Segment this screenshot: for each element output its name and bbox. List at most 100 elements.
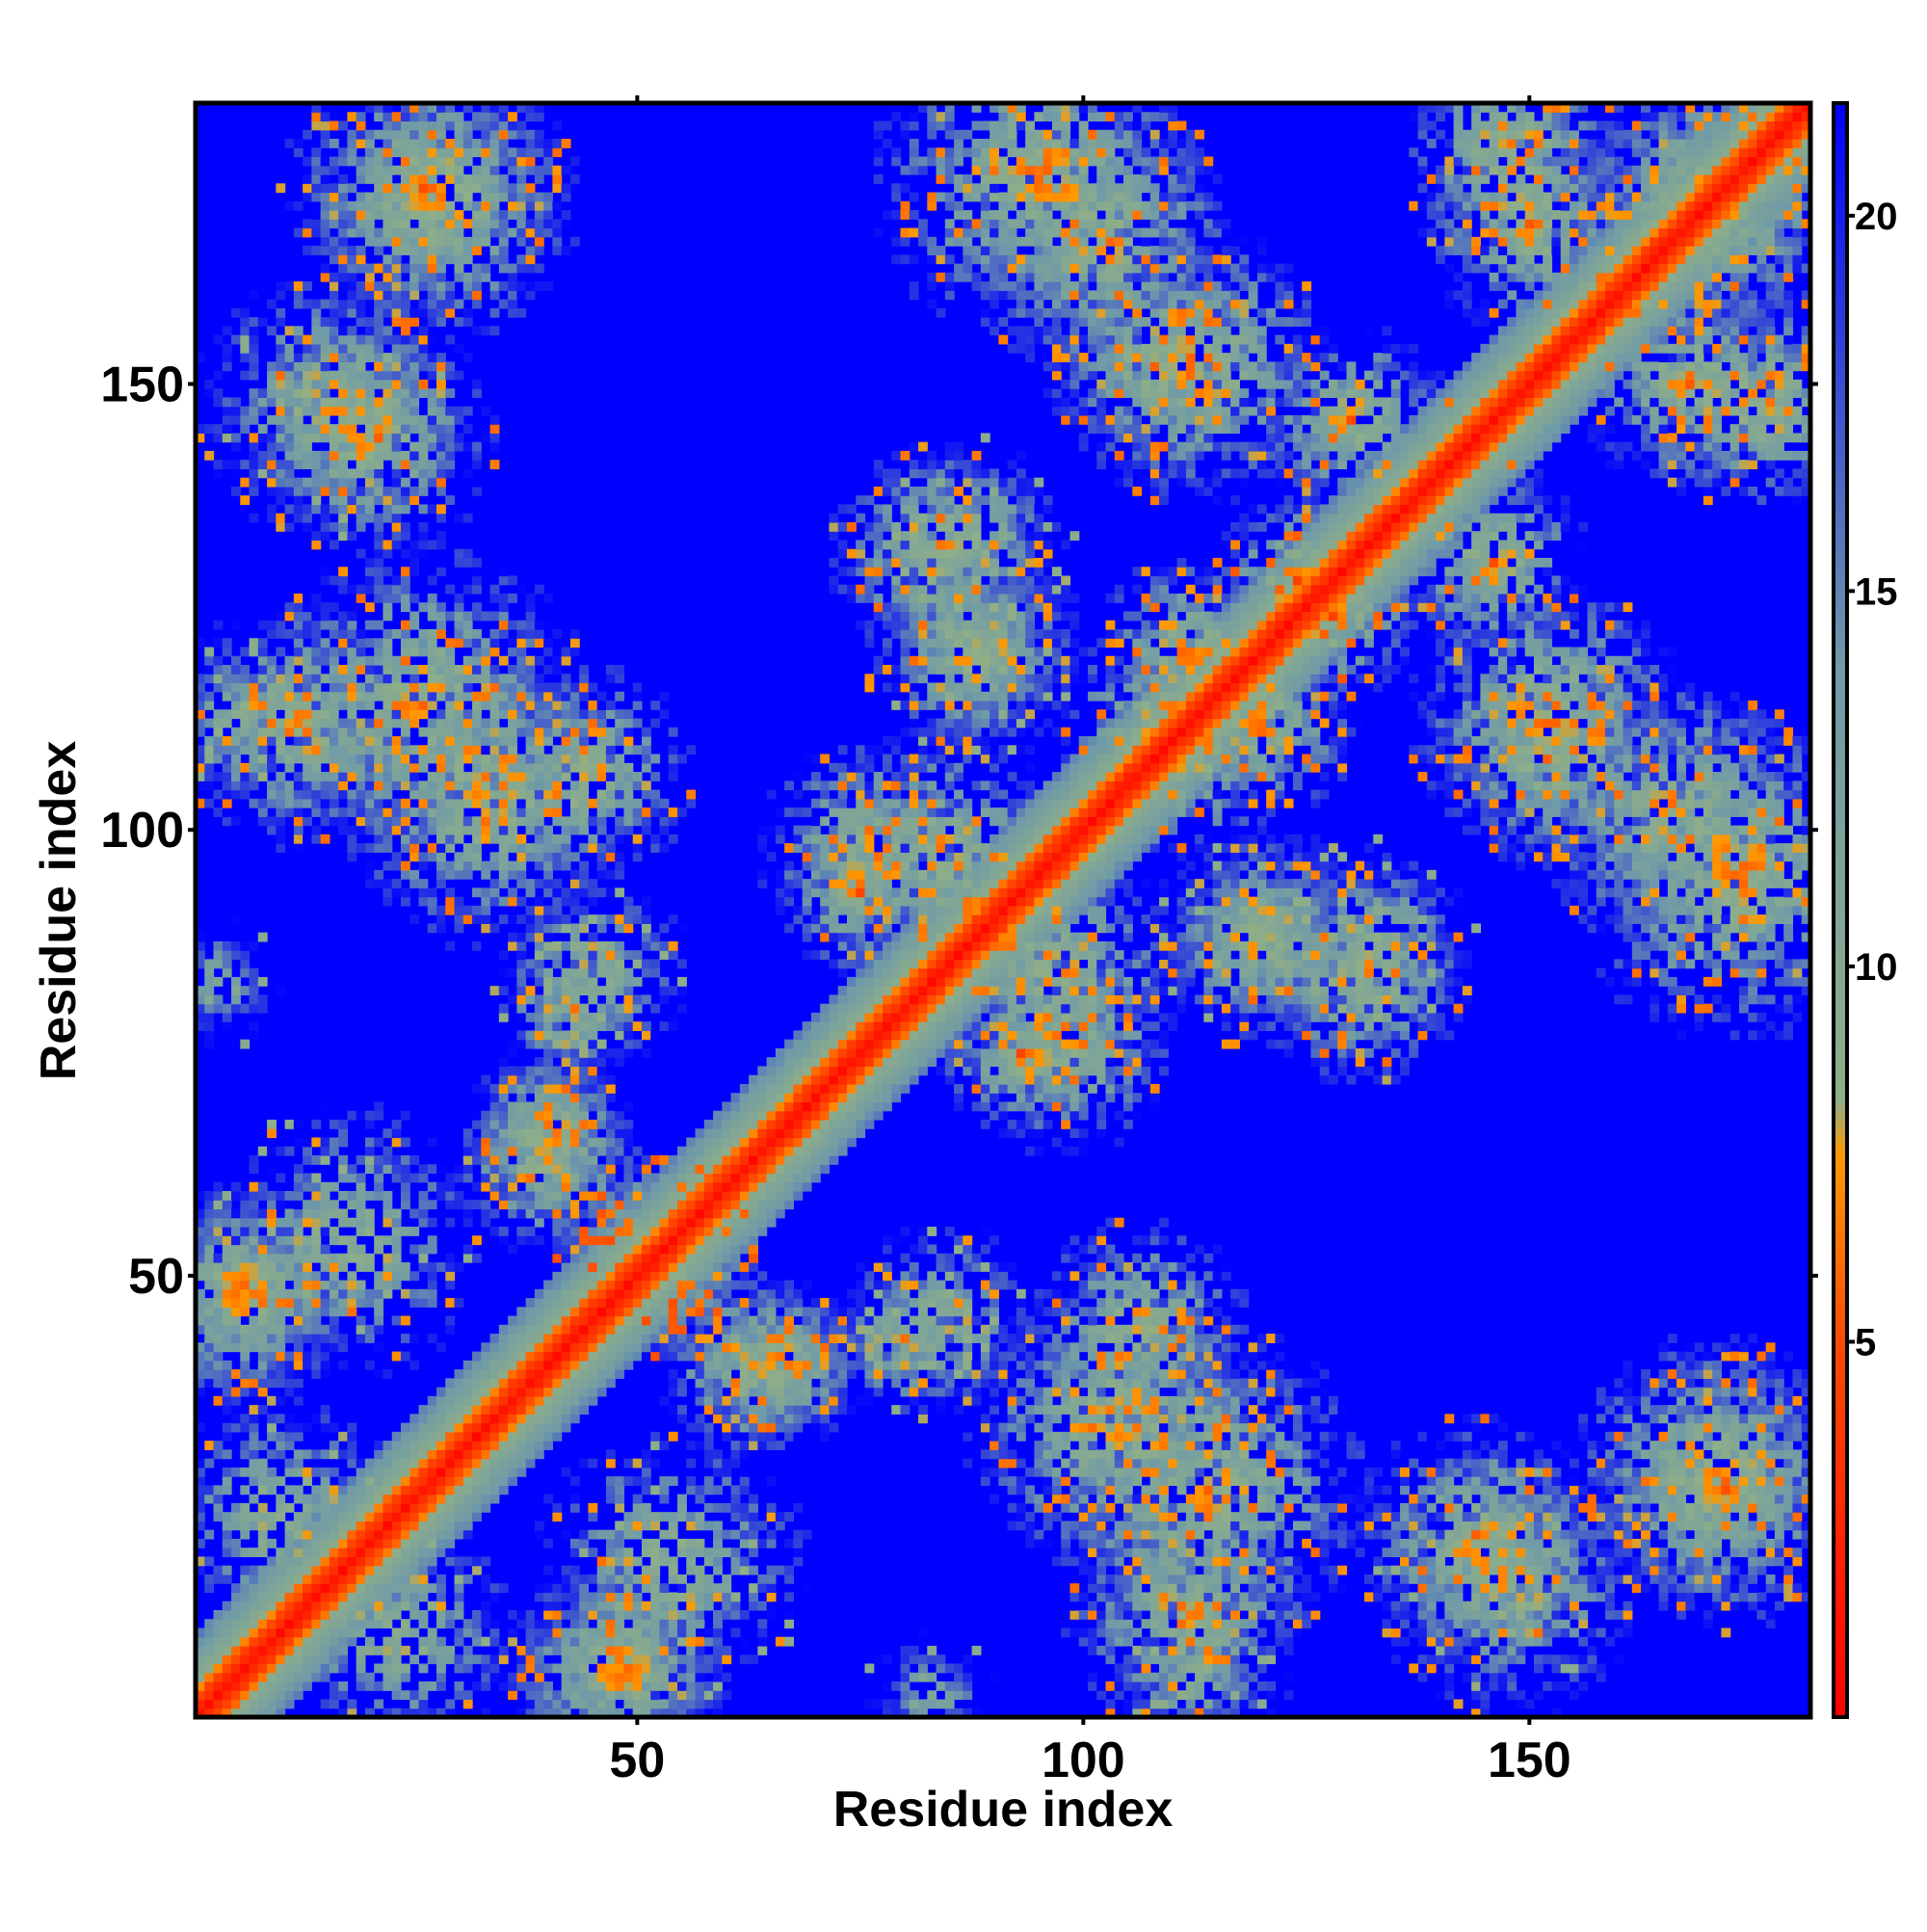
heatmap-cell — [364, 424, 375, 434]
heatmap-cell — [257, 1360, 268, 1370]
heatmap-cell — [508, 1690, 517, 1701]
heatmap-cell — [204, 1556, 215, 1567]
heatmap-cell — [552, 147, 563, 158]
heatmap-cell — [569, 1235, 580, 1246]
heatmap-cell — [588, 1217, 598, 1228]
heatmap-cell — [293, 1298, 304, 1308]
heatmap-cell — [561, 789, 571, 800]
heatmap-cell — [427, 647, 437, 657]
heatmap-cell — [383, 120, 393, 131]
heatmap-cell — [561, 1360, 571, 1370]
heatmap-cell — [427, 1548, 437, 1558]
heatmap-cell — [383, 147, 393, 158]
heatmap-cell — [418, 414, 429, 425]
heatmap-cell — [561, 1422, 571, 1433]
heatmap-cell — [356, 718, 366, 728]
heatmap-cell — [374, 1592, 384, 1602]
heatmap-cell — [400, 1288, 410, 1299]
heatmap-cell — [311, 1137, 322, 1148]
heatmap-cell — [445, 1173, 456, 1183]
heatmap-cell — [293, 397, 304, 408]
heatmap-cell — [240, 1601, 251, 1611]
heatmap-cell — [534, 1110, 544, 1121]
heatmap-cell — [222, 1628, 232, 1638]
heatmap-cell — [276, 1592, 286, 1602]
heatmap-cell — [472, 887, 482, 898]
heatmap-cell — [418, 281, 429, 291]
heatmap-cell — [632, 1663, 643, 1674]
heatmap-cell — [329, 165, 339, 175]
heatmap-cell — [418, 1449, 429, 1460]
heatmap-cell — [525, 701, 536, 710]
heatmap-cell — [454, 611, 464, 622]
heatmap-cell — [588, 950, 598, 960]
heatmap-cell — [418, 112, 429, 122]
heatmap-cell — [436, 477, 446, 488]
heatmap-cell — [374, 1512, 384, 1522]
heatmap-cell — [516, 647, 527, 657]
heatmap-cell — [472, 227, 482, 238]
heatmap-cell — [374, 1645, 384, 1655]
heatmap-cell — [436, 210, 446, 220]
heatmap-cell — [222, 736, 232, 746]
heatmap-cell — [267, 727, 277, 737]
heatmap-cell — [588, 1574, 598, 1584]
heatmap-cell — [615, 1494, 625, 1504]
heatmap-cell — [543, 1315, 553, 1326]
heatmap-cell — [213, 1502, 224, 1513]
heatmap-cell — [293, 1262, 304, 1272]
heatmap-cell — [498, 263, 509, 274]
heatmap-cell — [347, 1458, 357, 1469]
heatmap-cell — [641, 1663, 651, 1674]
heatmap-cell — [409, 540, 420, 550]
heatmap-cell — [615, 1227, 625, 1236]
heatmap-cell — [213, 1298, 224, 1308]
heatmap-cell — [204, 1690, 215, 1701]
heatmap-cell — [489, 1360, 500, 1370]
heatmap-cell — [231, 986, 241, 996]
heatmap-cell — [329, 317, 339, 327]
heatmap-cell — [293, 781, 304, 791]
heatmap-cell — [462, 317, 473, 327]
heatmap-cell — [569, 1200, 580, 1210]
heatmap-cell — [436, 1405, 446, 1415]
heatmap-cell — [347, 379, 357, 389]
heatmap-cell — [356, 139, 366, 148]
heatmap-cell — [213, 1681, 224, 1691]
heatmap-cell — [498, 1378, 509, 1389]
heatmap-cell — [284, 1253, 295, 1263]
heatmap-cell — [427, 611, 437, 622]
heatmap-cell — [374, 334, 384, 345]
heatmap-cell — [409, 210, 420, 220]
heatmap-cell — [364, 504, 375, 515]
heatmap-cell — [347, 272, 357, 282]
heatmap-cell — [543, 1414, 553, 1424]
heatmap-cell — [552, 816, 563, 827]
heatmap-cell — [320, 414, 330, 425]
heatmap-cell — [543, 1039, 553, 1049]
heatmap-cell — [605, 1137, 616, 1148]
heatmap-cell — [445, 1181, 456, 1192]
heatmap-cell — [240, 1003, 251, 1014]
heatmap-cell — [383, 174, 393, 184]
heatmap-cell — [374, 1244, 384, 1255]
heatmap-cell — [356, 388, 366, 398]
heatmap-cell — [615, 1565, 625, 1575]
heatmap-cell — [472, 1253, 482, 1263]
heatmap-cell — [445, 174, 456, 184]
heatmap-cell — [213, 1369, 224, 1379]
heatmap-cell — [267, 1146, 277, 1156]
heatmap-cell — [409, 1538, 420, 1548]
heatmap-cell — [320, 1369, 330, 1379]
heatmap-cell — [338, 1119, 349, 1129]
heatmap-cell — [329, 1681, 339, 1691]
heatmap-cell — [543, 1003, 553, 1014]
heatmap-cell — [267, 825, 277, 835]
heatmap-cell — [400, 1351, 410, 1362]
heatmap-cell — [267, 1556, 277, 1567]
heatmap-cell — [222, 1449, 232, 1460]
heatmap-cell — [338, 1574, 349, 1584]
heatmap-cell — [329, 1529, 339, 1540]
heatmap-cell — [489, 246, 500, 255]
heatmap-cell — [472, 1512, 482, 1522]
